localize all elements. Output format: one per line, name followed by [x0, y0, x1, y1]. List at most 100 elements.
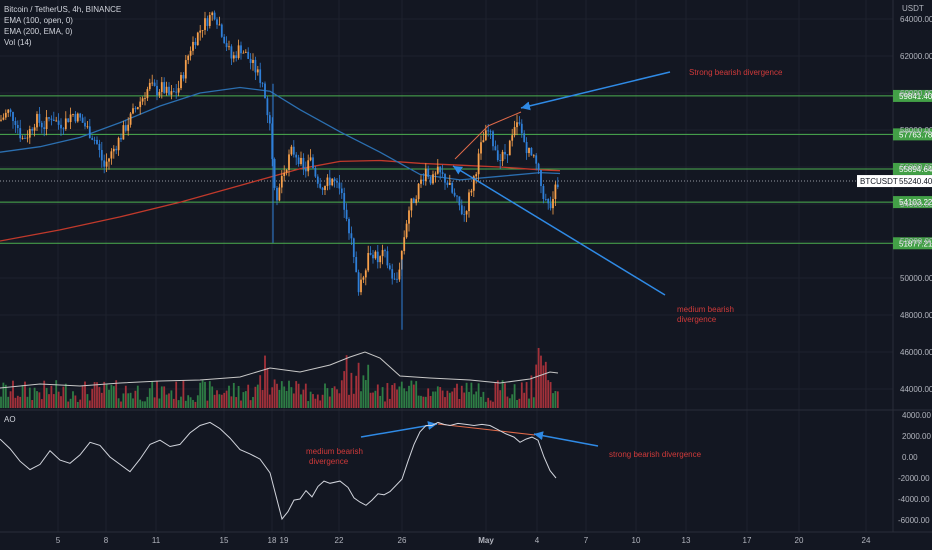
indicator-ao[interactable]: AO	[4, 415, 16, 424]
time-tick-label: 5	[56, 536, 61, 545]
candle-body	[472, 176, 475, 191]
trendline-price-1	[454, 125, 489, 160]
candle-body	[350, 233, 353, 239]
indicator-ema200[interactable]: EMA (200, EMA, 0)	[4, 27, 73, 36]
candle-body	[295, 154, 298, 158]
volume-bar	[528, 398, 530, 408]
volume-bar	[45, 387, 48, 408]
candle-body	[21, 138, 24, 139]
volume-bar	[120, 401, 122, 408]
candle-body	[100, 150, 103, 161]
candle-body	[552, 199, 554, 209]
ao-tick-label: 0.00	[902, 453, 918, 462]
volume-bar	[475, 391, 478, 408]
candle-body	[252, 59, 254, 63]
volume-bar	[204, 381, 206, 408]
candle-body	[177, 88, 180, 93]
volume-bar	[547, 380, 550, 408]
volume-bar	[146, 396, 149, 408]
volume-bar	[283, 386, 286, 408]
volume-bar	[235, 397, 238, 408]
volume-bar	[372, 392, 374, 408]
candle-body	[148, 82, 151, 90]
candle-body	[244, 51, 247, 53]
volume-bar	[139, 399, 142, 408]
candle-body	[208, 15, 211, 26]
candle-body	[160, 82, 163, 92]
candle-body	[120, 137, 122, 140]
divergence-trendlines[interactable]	[360, 71, 671, 447]
candle-body	[415, 199, 418, 204]
time-tick-label: 10	[632, 536, 641, 545]
indicator-volume[interactable]: Vol (14)	[4, 38, 32, 47]
time-tick-label: 7	[584, 536, 589, 545]
candle-body	[55, 120, 58, 122]
volume-bar	[511, 394, 514, 408]
candle-body	[302, 157, 305, 169]
volume-bar	[230, 396, 233, 408]
candle-body	[470, 190, 473, 193]
volume-bar	[309, 391, 312, 408]
volume-bar	[26, 396, 29, 408]
candle-body	[280, 175, 283, 188]
candle-body	[273, 159, 276, 188]
volume-bar	[357, 362, 360, 408]
candle-body	[220, 24, 223, 37]
candle-body	[465, 211, 468, 215]
volume-bar	[100, 392, 103, 408]
volume-bar	[489, 400, 492, 408]
price-axis[interactable]: 64000.00 62000.00 60000.00 58000.00 56000.00…	[900, 15, 932, 394]
candle-body	[489, 131, 492, 133]
candle-body	[134, 108, 137, 110]
level-label-1: 57763.78	[899, 130, 932, 139]
horizontal-levels[interactable]: 59841.40 57763.78 55894.64 54103.22 51877.21…	[0, 89, 932, 250]
candle-body	[516, 122, 518, 128]
volume-bar	[264, 355, 266, 408]
candle-body	[357, 272, 360, 293]
candle-body	[182, 75, 185, 79]
trendline-price-2	[487, 111, 522, 127]
candle-body	[223, 36, 226, 44]
volume-bar	[172, 398, 175, 408]
chart-title[interactable]: Bitcoin / TetherUS, 4h, BINANCE	[4, 5, 122, 14]
volume-bar	[328, 396, 331, 408]
candle-body	[420, 179, 422, 184]
indicator-ema100[interactable]: EMA (100, open, 0)	[4, 16, 73, 25]
candle-body	[432, 174, 434, 184]
candle-body	[451, 182, 454, 193]
volume-bar	[408, 385, 410, 408]
volume-bar	[28, 387, 31, 408]
time-axis[interactable]: 5 8 11 15 18 19 22 26 May 4 7 10 13 17 20 24	[56, 536, 871, 545]
candle-body	[336, 180, 338, 183]
volume-bar	[381, 387, 384, 408]
candle-body	[499, 160, 502, 162]
candle-body	[321, 187, 324, 191]
candle-body	[508, 140, 511, 156]
candle-body	[422, 179, 425, 182]
volume-bar	[64, 383, 67, 408]
volume-bar	[72, 391, 74, 408]
volume-bar	[477, 383, 480, 408]
volume-bar	[415, 381, 418, 408]
candle-body	[448, 182, 451, 185]
volume-bar	[180, 396, 182, 408]
arrow-ao-strong	[533, 431, 599, 447]
candle-body	[117, 137, 120, 151]
volume-bar	[168, 393, 170, 408]
axis-currency: USDT	[902, 4, 924, 13]
volume-bar	[472, 394, 475, 408]
candle-body	[398, 269, 401, 280]
volume-bar	[52, 394, 55, 408]
candle-body	[31, 129, 34, 131]
volume-bar	[103, 381, 106, 408]
volume-bar	[213, 394, 216, 408]
volume-bar	[360, 391, 362, 408]
candle-body	[163, 82, 166, 93]
volume-bar	[93, 382, 96, 408]
volume-bar	[244, 391, 247, 408]
ao-axis[interactable]: 4000.00 2000.00 0.00 -2000.00 -4000.00 -6000.…	[898, 411, 931, 525]
time-tick-label: 26	[398, 536, 407, 545]
price-tick-label: 52000.00	[900, 237, 932, 246]
